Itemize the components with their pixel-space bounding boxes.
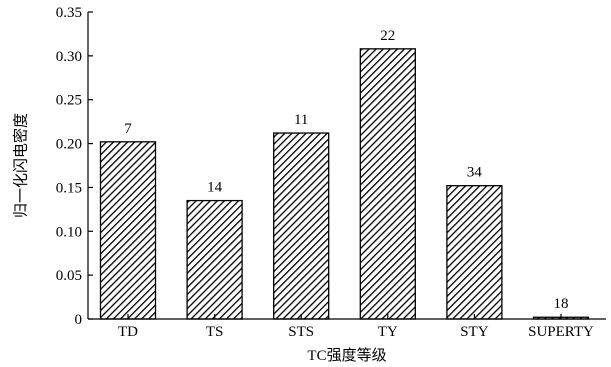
bar-sts xyxy=(273,132,330,320)
data-label-sts: 11 xyxy=(294,112,308,128)
y-axis-ticks: 0 0.05 0.10 0.15 0.20 0.25 0.30 0.35 xyxy=(56,5,93,328)
data-label-ty: 22 xyxy=(380,28,395,44)
y-tick-label: 0.10 xyxy=(56,224,82,240)
y-tick-label: 0.20 xyxy=(56,137,82,153)
bar-ts xyxy=(186,199,243,320)
data-label-td: 7 xyxy=(124,121,132,137)
data-label-ts: 14 xyxy=(207,180,223,196)
bars xyxy=(99,48,590,320)
x-tick-label-ts: TS xyxy=(206,324,224,340)
y-tick-label: 0.30 xyxy=(56,49,82,65)
x-tick-label-ty: TY xyxy=(378,324,398,340)
data-labels: 7 14 11 22 34 18 xyxy=(124,28,568,312)
bar-td xyxy=(99,141,157,320)
y-tick-label: 0.25 xyxy=(56,93,82,109)
x-tick-label-sty: STY xyxy=(460,324,489,340)
x-tick-label-sts: STS xyxy=(288,324,314,340)
x-axis-ticks: TD TS STS TY STY SUPERTY xyxy=(118,314,594,340)
bar-sty xyxy=(446,185,503,320)
x-axis-title: TC强度等级 xyxy=(307,346,386,364)
data-label-sty: 34 xyxy=(467,165,483,181)
y-tick-label: 0 xyxy=(75,312,83,328)
bar-ty xyxy=(359,48,416,320)
x-tick-label-superty: SUPERTY xyxy=(528,324,594,340)
y-tick-label: 0.15 xyxy=(56,180,82,196)
y-tick-label: 0.05 xyxy=(56,268,82,284)
y-tick-label: 0.35 xyxy=(56,5,82,21)
x-tick-label-td: TD xyxy=(118,324,138,340)
data-label-superty: 18 xyxy=(554,296,569,312)
y-axis-title: 归一化闪电密度 xyxy=(12,113,29,218)
